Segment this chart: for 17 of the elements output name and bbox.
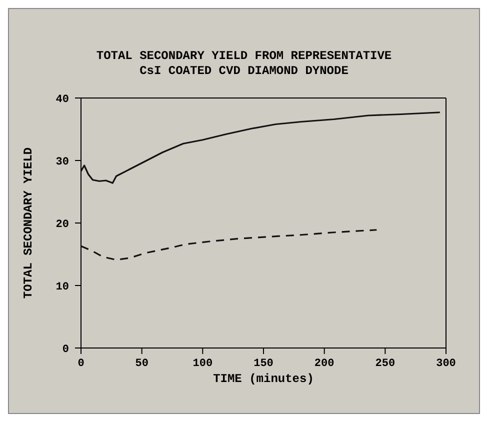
- line-series: [81, 112, 441, 184]
- line-series: [81, 229, 378, 261]
- y-tick-label: 20: [56, 218, 69, 231]
- x-tick-label: 0: [78, 358, 84, 370]
- y-tick-label: 30: [56, 156, 69, 168]
- y-tick-label: 10: [56, 281, 69, 294]
- x-tick-label: 200: [314, 358, 334, 370]
- x-axis-title: TIME (minutes): [213, 372, 314, 386]
- x-tick-label: 250: [375, 358, 396, 370]
- x-tick-label: 100: [192, 358, 213, 370]
- y-axis-title: TOTAL SECONDARY YIELD: [21, 147, 36, 299]
- y-tick-label: 40: [56, 94, 69, 106]
- chart-title: TOTAL SECONDARY YIELD FROM REPRESENTATIVE CsI COATED CVD DIAMOND DYNODE: [95, 49, 393, 79]
- x-tick-label: 150: [254, 358, 274, 370]
- x-tick-label: 300: [436, 358, 456, 370]
- x-tick-label: 50: [135, 358, 148, 370]
- y-tick-label: 0: [62, 344, 69, 356]
